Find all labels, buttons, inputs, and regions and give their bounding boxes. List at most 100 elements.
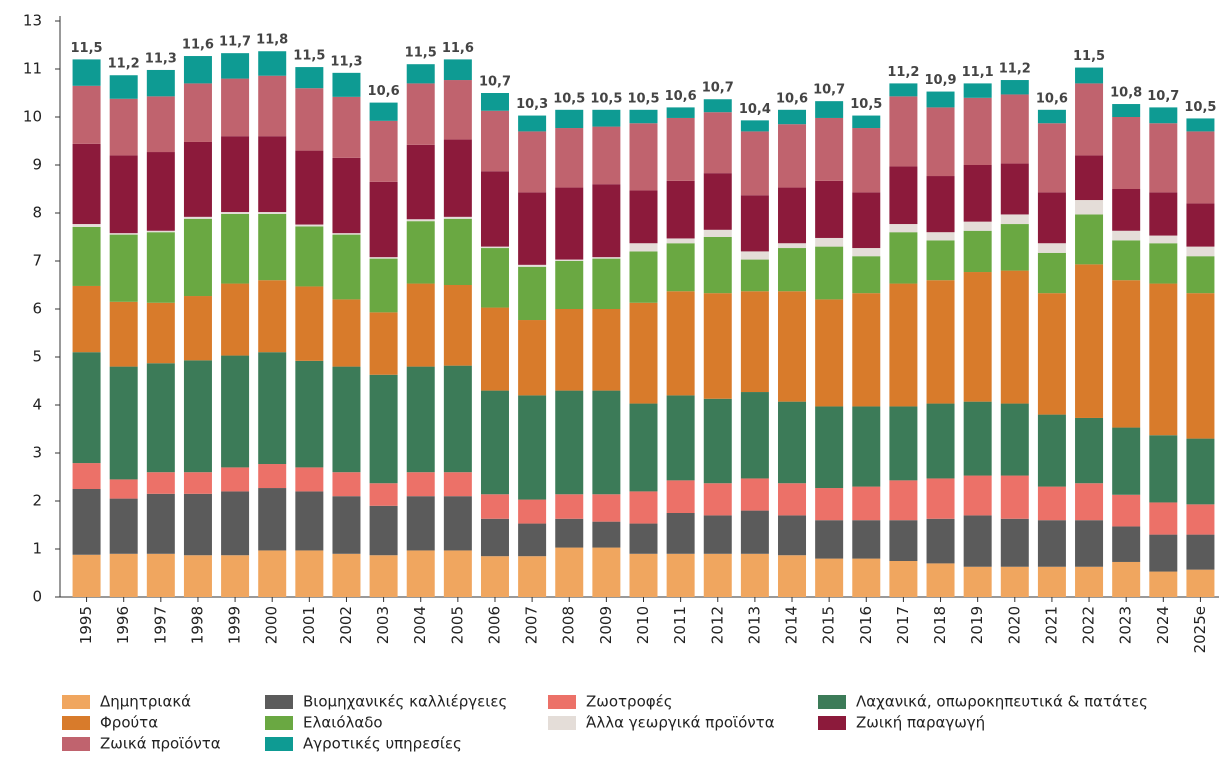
bar-segment: [740, 392, 769, 479]
y-tick-label: 8: [32, 204, 42, 222]
bar-segment: [815, 180, 844, 238]
bar-segment: [889, 83, 918, 97]
bar-segment: [1000, 403, 1029, 476]
total-label: 10,5: [1184, 100, 1216, 115]
bar-segment: [926, 403, 955, 479]
bar-segment: [109, 75, 138, 99]
bar-segment: [629, 491, 658, 524]
bar-segment: [183, 218, 212, 297]
y-tick-label: 2: [32, 492, 42, 510]
bar-segment: [963, 230, 992, 273]
bar-segment: [332, 496, 361, 554]
bar-segment: [852, 406, 881, 487]
bar-segment: [778, 248, 807, 292]
bar-segment: [183, 472, 212, 494]
legend-swatch: [818, 716, 846, 730]
y-tick-label: 13: [23, 12, 42, 30]
bar-segment: [258, 352, 287, 465]
total-label: 10,5: [850, 97, 882, 112]
y-tick-label: 3: [32, 444, 42, 462]
bar-segment: [72, 554, 101, 597]
bar-segment: [815, 237, 844, 247]
x-tick-label: 2023: [1117, 606, 1135, 644]
bar-segment: [740, 120, 769, 132]
bar-segment: [72, 226, 101, 286]
bar-segment: [258, 280, 287, 353]
bar-segment: [1000, 270, 1029, 404]
bar-segment: [1149, 283, 1178, 436]
bar-segment: [443, 365, 472, 473]
x-tick-label: 2015: [820, 606, 838, 644]
bar-segment: [963, 97, 992, 165]
bar-segment: [72, 463, 101, 489]
x-tick-label: 2009: [597, 606, 615, 644]
total-label: 10,7: [479, 75, 511, 90]
legend-label: Ζωικά προϊόντα: [100, 735, 221, 753]
bar-segment: [480, 246, 509, 249]
bar-segment: [666, 513, 695, 554]
bar-segment: [963, 221, 992, 231]
bar-segment: [1000, 214, 1029, 225]
bar-segment: [592, 521, 621, 548]
bar-segment: [703, 173, 732, 230]
bar-segment: [406, 219, 435, 222]
bar-segment: [518, 320, 547, 396]
bar-segment: [369, 555, 398, 597]
bar-segment: [778, 555, 807, 597]
bar-segment: [852, 256, 881, 294]
bar-segment: [518, 523, 547, 557]
legend-label: Βιομηχανικές καλλιέργειες: [303, 693, 507, 711]
bar-segment: [852, 486, 881, 521]
bar-segment: [926, 107, 955, 177]
bar-segment: [1149, 235, 1178, 244]
bar-segment: [666, 107, 695, 118]
bar-segment: [592, 309, 621, 391]
bar-segment: [183, 493, 212, 556]
total-label: 10,7: [1147, 89, 1179, 104]
bar-segment: [1037, 520, 1066, 567]
legend-label: Λαχανικά, οπωροκηπευτικά & πατάτες: [856, 693, 1148, 711]
bar-segment: [221, 213, 250, 284]
bar-segment: [183, 555, 212, 597]
bar-segment: [480, 93, 509, 111]
bar-segment: [221, 555, 250, 597]
bar-segment: [295, 150, 324, 225]
bar-segment: [332, 366, 361, 473]
bar-segment: [480, 248, 509, 308]
bar-segment: [592, 109, 621, 127]
bar-segment: [1149, 534, 1178, 572]
total-label: 10,7: [702, 81, 734, 96]
bar-segment: [666, 553, 695, 597]
bar-segment: [889, 232, 918, 284]
bar-segment: [406, 144, 435, 220]
bar-segment: [332, 72, 361, 97]
x-tick-label: 2001: [300, 606, 318, 644]
bar-segment: [666, 238, 695, 244]
bar-segment: [369, 483, 398, 506]
bar-segment: [1037, 566, 1066, 597]
bar-segment: [443, 59, 472, 81]
bar-segment: [72, 85, 101, 144]
bar-segment: [703, 483, 732, 516]
x-tick-label: 2010: [634, 606, 652, 644]
bar-segment: [183, 56, 212, 84]
bar-segment: [1075, 417, 1104, 484]
total-label: 11,1: [962, 65, 994, 80]
bar-segment: [518, 556, 547, 597]
bar-segment: [480, 171, 509, 247]
x-tick-label: 2012: [708, 606, 726, 644]
bar-segment: [555, 309, 584, 391]
bar-segment: [183, 141, 212, 217]
bar-segment: [443, 218, 472, 285]
bar-segment: [183, 83, 212, 142]
bar-segment: [889, 480, 918, 521]
bar-segment: [926, 518, 955, 564]
bar-segment: [109, 479, 138, 499]
bar-segment: [1000, 518, 1029, 567]
bar-segment: [703, 229, 732, 237]
bar-segment: [72, 224, 101, 227]
bar-segment: [1037, 293, 1066, 415]
bar-segment: [1112, 230, 1141, 241]
bar-segment: [1075, 67, 1104, 84]
